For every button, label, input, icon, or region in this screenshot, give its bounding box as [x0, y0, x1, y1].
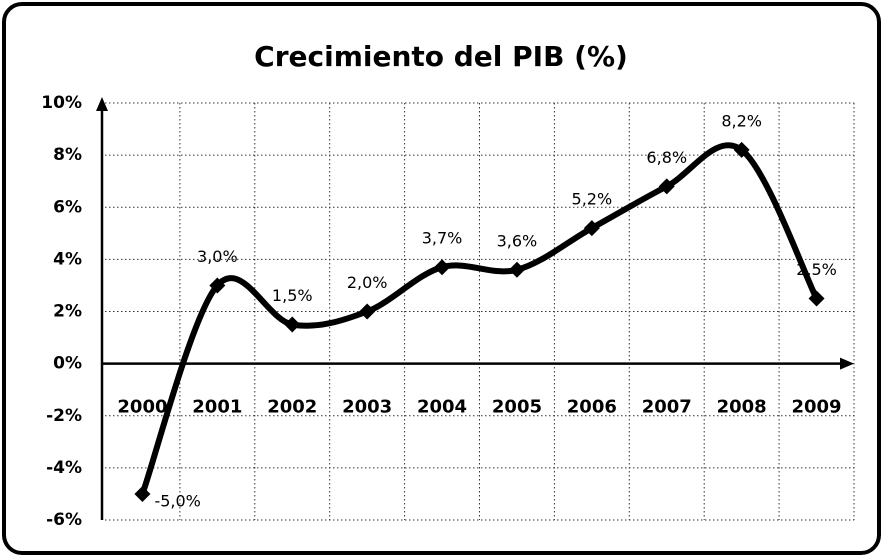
x-axis-arrow — [840, 357, 854, 370]
x-tick-label: 2006 — [567, 397, 617, 418]
data-marker — [434, 259, 451, 276]
x-tick-label: 2007 — [642, 397, 692, 418]
y-tick-label: 6% — [53, 197, 82, 217]
x-tick-label: 2004 — [417, 397, 467, 418]
data-marker — [808, 290, 825, 307]
data-marker — [359, 303, 376, 320]
data-label: -5,0% — [154, 491, 200, 510]
chart-title: Crecimiento del PIB (%) — [254, 40, 628, 73]
data-marker — [209, 277, 226, 294]
y-tick-label: -4% — [46, 458, 82, 478]
y-tick-label: 8% — [53, 145, 82, 165]
x-tick-label: 2008 — [717, 397, 767, 418]
data-marker — [733, 141, 750, 158]
x-tick-label: 2005 — [492, 397, 542, 418]
y-tick-label: 0% — [53, 354, 82, 374]
y-axis-arrow — [96, 97, 108, 111]
y-tick-label: -2% — [46, 406, 82, 426]
data-label: 3,0% — [197, 247, 238, 266]
y-tick-label: 4% — [53, 249, 82, 269]
y-tick-label: 10% — [41, 93, 82, 113]
data-marker — [134, 485, 151, 502]
data-label: 2,5% — [796, 260, 837, 279]
data-label: 5,2% — [572, 190, 613, 209]
x-tick-label: 2003 — [342, 397, 392, 418]
data-label: 3,6% — [497, 231, 538, 250]
data-marker — [508, 261, 525, 278]
x-tick-label: 2002 — [267, 397, 317, 418]
data-label: 6,8% — [646, 148, 687, 167]
x-tick-label: 2009 — [791, 397, 841, 418]
data-label: 1,5% — [272, 286, 313, 305]
data-line — [139, 142, 820, 495]
data-marker — [658, 178, 675, 195]
y-tick-label: 2% — [53, 302, 82, 322]
data-marker — [284, 316, 301, 333]
data-marker — [583, 220, 600, 237]
y-tick-label: -6% — [46, 510, 82, 530]
data-label: 3,7% — [422, 229, 463, 248]
x-tick-label: 2001 — [192, 397, 242, 418]
data-label: 8,2% — [721, 111, 762, 130]
data-label: 2,0% — [347, 273, 388, 292]
x-tick-label: 2000 — [117, 397, 167, 418]
